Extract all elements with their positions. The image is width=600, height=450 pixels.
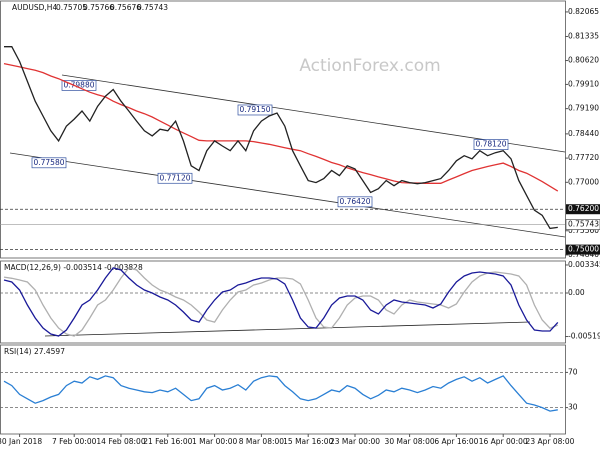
annotation-box [237,104,273,116]
x-tick-label: 16 Apr 00:00 [479,437,528,446]
y-tick-label: 0.77720 [568,153,599,162]
annotation-label: 0.79150 [239,105,270,114]
x-tick-label: 21 Feb 16:00 [143,437,192,446]
y-tick-label: 0.81335 [568,31,599,40]
x-tick-label: 23 Mar 00:00 [330,437,380,446]
y-tick-label: 0.003345 [568,260,600,269]
ohlc-value: 0.75676 [110,3,141,12]
y-tick-label: 0.77000 [568,177,599,186]
annotation-label: 0.78120 [475,140,506,149]
x-tick-label: 30 Mar 08:00 [385,437,435,446]
level-box [566,244,600,255]
panel-title: RSI(14) 27.4597 [4,347,65,356]
panel-frame [0,344,566,435]
x-tick-label: 7 Feb 00:00 [52,437,97,446]
annotation-label: 0.77580 [33,158,64,167]
channel-lower [9,152,566,238]
channel-upper [61,74,566,153]
macd-trendline [44,321,531,337]
y-tick-label: 0.00 [568,288,585,297]
level-label: 0.75000 [568,245,599,254]
symbol: AUDUSD,H4 [12,3,57,12]
annotation-label: 0.76420 [339,197,370,206]
y-tick-label: 0.79190 [568,104,599,113]
y-tick-label: 0.80620 [568,56,599,65]
level-box [566,204,600,215]
panel-frame [0,0,566,259]
series-line [3,267,559,337]
annotation-box [31,157,67,169]
watermark: ActionForex.com [299,56,440,76]
annotation-label: 0.77120 [159,173,190,182]
x-tick-label: 14 Feb 08:00 [96,437,145,446]
annotation-box [473,139,509,150]
x-tick-label: 15 Mar 16:00 [283,437,333,446]
panel-title: MACD(12,26,9) -0.003514 -0.003828 [4,263,143,272]
x-tick-label: 30 Jan 2018 [0,437,42,446]
panel-frame [0,260,566,344]
annotation-box [337,196,373,208]
y-tick-label: 0.82065 [568,7,599,16]
series-line [3,375,558,412]
annotation-box [157,172,193,184]
level-label: 0.76200 [568,204,599,213]
ohlc-value: 0.75743 [137,3,168,12]
series-line [4,46,558,230]
ohlc-value: 0.75766 [83,3,114,12]
series-line [3,267,559,337]
last-price-box [565,219,600,230]
annotation-box [61,80,97,91]
y-tick-label: 0.79910 [568,79,599,88]
x-tick-label: 6 Apr 16:00 [434,437,478,446]
y-tick-label: -0.005197 [568,332,600,341]
ohlc-value: 0.75705 [56,3,87,12]
x-tick-label: 1 Mar 00:00 [192,437,238,446]
annotation-label: 0.79880 [63,80,94,89]
x-tick-label: 8 Mar 08:00 [239,437,285,446]
last-price-label: 0.75743 [568,220,599,229]
y-tick-label: 30 [568,403,578,412]
x-tick-label: 23 Apr 08:00 [526,437,575,446]
y-tick-label: 0.78440 [568,129,599,138]
y-tick-label: 70 [568,367,578,376]
series-line [3,62,559,192]
y-tick-label: 0.75560 [568,226,599,235]
